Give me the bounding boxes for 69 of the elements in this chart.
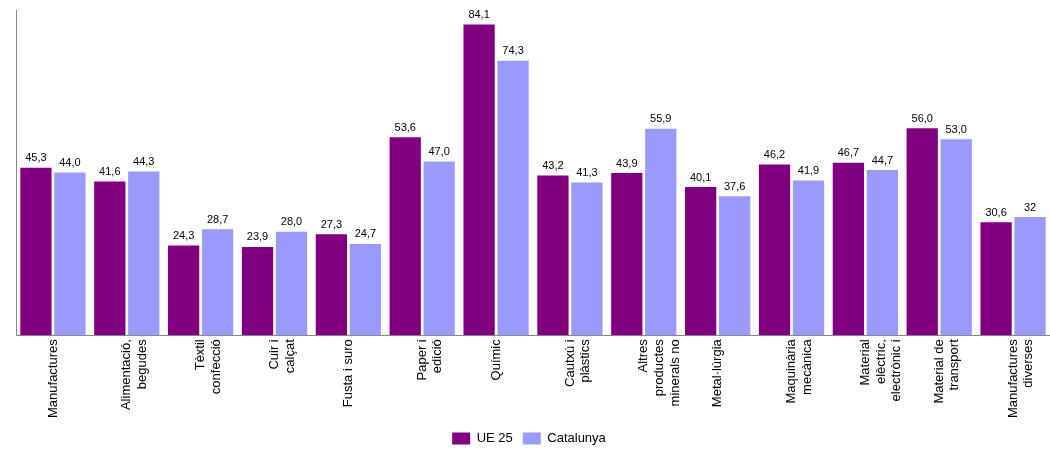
bar [94,181,126,336]
data-label: 23,9 [246,230,269,243]
x-tick-label: Manufactures [44,338,60,418]
data-label: 32 [1023,200,1037,213]
data-label: 43,2 [542,159,564,172]
bar [832,162,864,336]
x-tick-label: Maquinària mecànica [783,338,814,404]
x-tick-label: Metal·lúrgia [709,338,725,408]
x-tick-label: Cautxú i plàstics [561,338,593,387]
data-label: 44,7 [871,153,894,166]
data-label: 45,3 [25,151,47,164]
bar [202,229,234,336]
data-label: 27,3 [320,217,343,230]
data-label: 30,6 [985,205,1007,218]
bar [719,196,751,336]
x-tick-label: Tèxtil confecció [192,339,223,395]
bar [241,246,274,336]
bar [389,137,421,336]
data-label: 37,6 [723,179,746,192]
bar [758,164,791,336]
bar [128,171,160,336]
bar [792,180,825,336]
data-label: 41,3 [576,166,598,179]
data-label: 55,9 [650,112,672,125]
data-label: 43,9 [616,156,638,169]
data-label: 28,0 [280,215,303,228]
data-label: 28,7 [206,212,229,225]
bar [571,182,603,336]
bar [168,245,200,336]
data-label: 53,0 [945,122,967,135]
data-label: 47,0 [428,145,450,158]
bar [906,128,938,336]
bar [275,231,308,336]
bar [423,161,455,336]
data-label: 46,2 [763,148,786,161]
legend-label: Catalunya [547,430,607,446]
bar [980,222,1012,336]
bar [20,167,52,336]
bar [54,172,86,336]
data-label: 24,3 [172,228,195,241]
x-tick-label: Alimentació, begudes [118,338,149,411]
data-label: 56,0 [911,111,933,124]
data-label: 44,0 [59,156,81,169]
x-tick-label: Paper i edició [413,339,445,381]
legend-label: UE 25 [476,430,513,446]
data-label: 41,9 [797,163,820,176]
bar [315,234,347,336]
x-tick-label: Cuir i calçat [266,338,297,374]
bar [940,139,972,336]
data-label: 44,3 [133,155,155,168]
x-tick-label: Químic [487,338,503,381]
bar [497,60,529,336]
bar [537,175,569,336]
bar [349,243,381,336]
bar [685,187,717,336]
data-label: 41,6 [99,165,121,178]
bar [1014,216,1046,336]
x-tick-label: Manufactures diverses [1004,338,1036,418]
bar [866,170,898,336]
bar [611,172,643,336]
data-label: 46,7 [837,146,860,159]
data-label: 74,3 [502,44,524,57]
data-label: 24,7 [354,227,377,240]
data-label: 84,1 [468,7,490,20]
data-label: 53,6 [394,120,416,133]
bar [463,24,495,336]
x-tick-label: Fusta i suro [339,339,355,408]
data-label: 40,1 [689,170,712,183]
bar [645,128,677,336]
